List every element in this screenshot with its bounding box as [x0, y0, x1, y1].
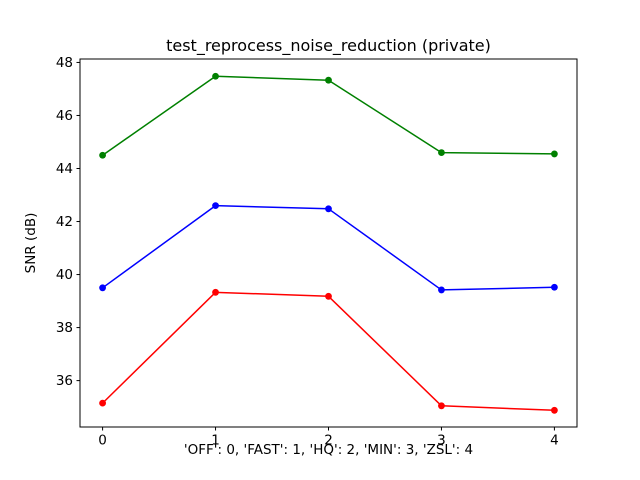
data-point-marker: [212, 202, 219, 210]
y-tick-label: 36: [56, 373, 73, 389]
data-point-marker: [325, 292, 332, 300]
x-tick-label: 0: [98, 433, 107, 449]
x-tick-label: 2: [324, 433, 333, 449]
x-tick-label: 4: [550, 433, 559, 449]
data-point-marker: [212, 72, 219, 80]
series-line: [101, 291, 556, 412]
data-point-marker: [325, 76, 332, 84]
series-line: [101, 75, 556, 156]
data-point-marker: [438, 402, 445, 410]
y-tick-label: 44: [56, 161, 73, 177]
series-line: [101, 204, 556, 291]
data-point-marker: [438, 149, 445, 156]
y-tick-label: 46: [56, 108, 73, 124]
y-tick-label: 40: [56, 267, 73, 283]
y-axis-ticks: 36 38 40 42 44 46 48: [56, 55, 80, 389]
axes-frame: [79, 58, 578, 428]
x-tick-label: 3: [437, 433, 446, 449]
y-axis-label: SNR (dB): [23, 212, 39, 274]
data-point-marker: [325, 205, 332, 213]
x-tick-label: 1: [211, 433, 220, 449]
line-series-red: [99, 288, 558, 414]
line-series-green: [99, 72, 558, 159]
y-tick-label: 42: [56, 214, 73, 230]
data-point-marker: [99, 284, 106, 292]
data-point-marker: [212, 288, 219, 296]
x-axis-ticks: 0 1 2 3 4: [98, 427, 559, 449]
y-tick-label: 38: [56, 320, 73, 336]
data-point-marker: [551, 150, 558, 158]
data-point-marker: [99, 151, 106, 159]
x-axis-label: 'OFF': 0, 'FAST': 1, 'HQ': 2, 'MIN': 3, …: [183, 442, 474, 458]
data-point-marker: [551, 406, 558, 414]
chart-title: test_reprocess_noise_reduction (private): [166, 36, 491, 55]
line-series-blue: [99, 202, 558, 294]
data-point-marker: [99, 399, 106, 407]
y-tick-label: 48: [56, 55, 73, 71]
data-point-marker: [551, 283, 558, 291]
data-point-marker: [438, 286, 445, 294]
